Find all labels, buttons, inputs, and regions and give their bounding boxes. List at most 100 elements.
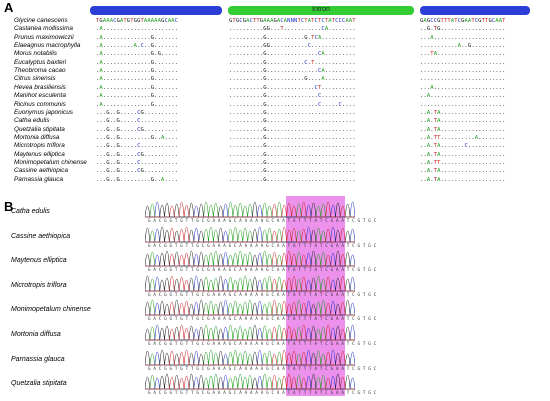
trace-t: [145, 300, 355, 316]
alignment-sequence-seq1: .A.........A.C..G.......: [96, 43, 179, 50]
alignment-sequence-seq2: ..........G...........G.TCA..........: [229, 34, 356, 41]
alignment-sequence-seq3: ..A.TA...................: [420, 126, 506, 133]
alignment-sequence-seq1: ...G..G.....CG..........: [96, 168, 179, 175]
chromatogram-trace: [145, 300, 355, 316]
alignment-species-label: Manihot esculenta: [14, 92, 66, 100]
chromatogram-species-label: Mortonia diffusa: [11, 331, 61, 338]
alignment-sequence-seq2: ..........GG...........C.............: [229, 43, 356, 50]
alignment-sequence-seq2: ..........G..........................: [229, 109, 356, 116]
alignment-sequence-seq2: ..........GG...T...........CA........: [229, 26, 356, 33]
trace-g: [145, 349, 355, 365]
trace-a: [145, 300, 355, 316]
alignment-sequence-seq3: GAGCCGTTTATCGAATCGTTGCAAT: [420, 18, 506, 24]
alignment-species-label: Prunus maximowiczii: [14, 33, 74, 41]
trace-a: [145, 226, 355, 242]
chromatogram-trace: [145, 324, 355, 341]
alignment-sequence-seq1: .A..............G.......: [96, 59, 179, 66]
chromatogram-species-label: Maytenus elliptica: [11, 257, 67, 265]
trace-a: [145, 373, 355, 390]
alignment-species-label: Microtropis triflora: [14, 142, 65, 150]
alignment-species-label: Euonymus japonicus: [14, 108, 73, 116]
chromatogram-base-calls: GACGGTGTTGCGAAAGCAAAAAGCAATATTTATCGAATCG…: [148, 365, 379, 371]
alignment-sequence-seq2: ..........G..........................: [229, 118, 356, 125]
exon-2-bar: [420, 6, 530, 15]
alignment-sequence-seq2: ..........G..........................: [229, 159, 356, 166]
intron-bar: [228, 6, 414, 15]
alignment-sequence-seq1: ...G..G.........G..A....: [96, 134, 179, 141]
alignment-sequence-seq3: .........................: [420, 59, 506, 66]
alignment-species-label: Mortonia diffusa: [14, 133, 60, 141]
alignment-sequence-seq1: ...G..G.....C...........: [96, 159, 179, 166]
alignment-sequence-seq3: ..A......................: [420, 93, 506, 100]
chromatogram-base-calls: GACGGTGTTGCGAAAGCAAAAAGCAATATTTATCGAATCG…: [148, 242, 379, 248]
alignment-sequence-seq1: ...G..G.........G..A....: [96, 176, 179, 183]
alignment-species-label: Catha edulis: [14, 117, 50, 125]
trace-t: [145, 349, 355, 365]
chromatogram-base-calls: GACGGTGTTGCGAAAGCAAAAAGCAATATTTATCGAATCG…: [148, 390, 379, 396]
alignment-sequence-seq1: .A......................: [96, 26, 179, 33]
alignment-sequence-seq1: .A..............G.......: [96, 93, 179, 100]
trace-g: [145, 250, 355, 267]
alignment-sequence-seq3: .........................: [420, 68, 506, 75]
chromatogram-trace: [145, 201, 355, 218]
alignment-sequence-seq3: ..G.TG...................: [420, 26, 506, 33]
alignment-sequence-seq3: ..A.TT...................: [420, 159, 506, 166]
chromatogram-base-calls: GACGGTGTTGCGAAAGCAAAAAGCAATATTTATCGAATCG…: [148, 316, 379, 322]
alignment-sequence-seq3: .........................: [420, 101, 506, 108]
alignment-sequence-seq2: ..........G...............CA.........: [229, 51, 356, 58]
alignment-sequence-seq2: ..........G...............CA.........: [229, 68, 356, 75]
alignment-sequence-seq1: .A..............G.G.....: [96, 51, 179, 58]
alignment-sequence-seq2: ..........G..........................: [229, 151, 356, 158]
chromatogram-trace: [145, 373, 355, 390]
alignment-sequence-seq2: ..........G..............CT..........: [229, 84, 356, 91]
alignment-sequence-seq1: .A..............G.......: [96, 68, 179, 75]
alignment-sequence-seq3: ...........A..G..........: [420, 43, 506, 50]
trace-a: [145, 275, 355, 292]
alignment-species-label: Monimopetalum chinense: [14, 158, 87, 166]
alignment-sequence-seq3: ..A.TA...................: [420, 168, 506, 175]
alignment-species-label: Glycine canescens: [14, 17, 68, 24]
alignment-species-label: Castanea mollissima: [14, 25, 73, 33]
alignment-sequence-seq2: GTGCGACTTGAAAGACANNNTCTATCTCTATCCCAAT: [229, 18, 356, 24]
chromatogram-species-label: Cassine aethiopica: [11, 232, 71, 240]
alignment-sequence-seq2: ..........G..........................: [229, 143, 356, 150]
alignment-sequence-seq3: ..A.TA.......C...........: [420, 143, 506, 150]
alignment-sequence-seq1: .A..............G.......: [96, 101, 179, 108]
panel-b-label: B: [4, 199, 14, 214]
alignment-sequence-seq1: .A..............G.......: [96, 34, 179, 41]
alignment-sequence-seq1: .A..............G.......: [96, 84, 179, 91]
alignment-species-label: Eucalyptus baxteri: [14, 58, 67, 66]
alignment-species-label: Hevea brasiliensis: [14, 83, 66, 91]
alignment-sequence-seq3: ..A.TA...................: [420, 151, 506, 158]
alignment-sequence-seq2: ..........G...........C.T............: [229, 59, 356, 66]
trace-g: [145, 275, 355, 292]
alignment-species-label: Maytenus elliptica: [14, 150, 65, 158]
trace-c: [145, 251, 355, 267]
alignment-species-label: Citrus sinensis: [14, 75, 56, 83]
alignment-sequence-seq2: ..........G..........................: [229, 134, 356, 141]
trace-g: [145, 226, 355, 242]
alignment-species-label: Theobroma cacao: [14, 67, 66, 75]
alignment-sequence-seq3: ...A.....................: [420, 84, 506, 91]
chromatogram-trace: [145, 250, 355, 267]
alignment-species-label: Elaeagnus macrophylla: [14, 42, 81, 50]
chromatogram-species-label: Quetzalia stipitata: [11, 380, 67, 388]
chromatogram-trace: [145, 226, 355, 242]
trace-c: [145, 349, 355, 365]
trace-t: [145, 250, 355, 267]
trace-t: [145, 275, 355, 292]
intron-label: Intron: [312, 6, 330, 13]
trace-c: [145, 226, 355, 242]
trace-t: [145, 373, 355, 390]
alignment-sequence-seq1: ...G..G.....C...........: [96, 143, 179, 150]
alignment-sequence-seq3: .........................: [420, 76, 506, 83]
chromatogram-species-label: Catha edulis: [11, 208, 50, 215]
alignment-species-label: Parnassia glauca: [14, 175, 64, 183]
chromatogram-base-calls: GACGGTGTTGCGAAAGCAAAAAGCAATATTTATCGAATCG…: [148, 218, 379, 223]
alignment-sequence-seq1: ...G..G.....CG..........: [96, 126, 179, 133]
alignment-sequence-seq3: ..A.TA...................: [420, 109, 506, 116]
chromatogram-species-label: Parnassia glauca: [11, 355, 65, 363]
chromatogram-trace: [145, 349, 355, 365]
alignment-species-label: Quetzalia stipitata: [14, 125, 65, 133]
